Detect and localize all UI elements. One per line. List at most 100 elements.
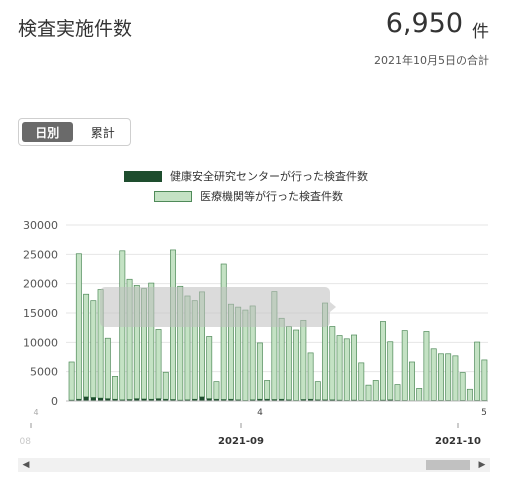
bar-center[interactable] [235, 399, 241, 401]
bar-medical[interactable] [285, 326, 292, 401]
bar-center[interactable] [279, 399, 285, 401]
bar-medical[interactable] [213, 381, 220, 400]
bar-medical[interactable] [401, 330, 408, 401]
bar-medical[interactable] [126, 278, 133, 400]
bar-center[interactable] [112, 399, 118, 401]
bar-medical[interactable] [133, 285, 140, 400]
bar-center[interactable] [221, 399, 227, 401]
bar-medical[interactable] [300, 319, 307, 400]
bar-medical[interactable] [459, 372, 466, 401]
bar-medical[interactable] [90, 300, 97, 398]
bar-center[interactable] [105, 398, 111, 401]
total-unit: 件 [472, 22, 489, 42]
bar-medical[interactable] [423, 331, 430, 402]
bar-medical[interactable] [97, 289, 104, 399]
scroll-right-icon[interactable]: ▶ [478, 460, 486, 470]
bar-center[interactable] [228, 399, 234, 401]
bar-center[interactable] [199, 396, 205, 401]
tab-cumulative[interactable]: 累計 [90, 125, 115, 140]
bar-center[interactable] [155, 398, 162, 401]
bar-center[interactable] [141, 398, 147, 401]
chart-scrollbar[interactable]: ◀ ▶ [18, 458, 490, 472]
bar-center[interactable] [271, 399, 277, 401]
bar-medical[interactable] [104, 337, 111, 400]
y-tick-label: 10000 [23, 336, 58, 349]
scroll-thumb[interactable] [426, 460, 470, 470]
bar-medical[interactable] [220, 263, 227, 400]
bar-medical[interactable] [387, 341, 394, 401]
x-tick-top-label: 4 [257, 408, 263, 418]
bar-medical[interactable] [474, 341, 481, 401]
bar-center[interactable] [192, 399, 198, 401]
bar-medical[interactable] [336, 335, 343, 401]
bar-center[interactable] [134, 398, 140, 401]
bar-medical[interactable] [264, 380, 271, 400]
scroll-left-icon[interactable]: ◀ [22, 460, 30, 470]
bar-center[interactable] [184, 399, 191, 401]
x-axis: 4 4 5 08 2021-09 2021-10 [20, 400, 488, 447]
y-tick-label: 15000 [23, 307, 58, 320]
bar-center[interactable] [90, 397, 96, 401]
bar-medical[interactable] [358, 362, 365, 401]
bar-medical[interactable] [481, 359, 488, 401]
bar-medical[interactable] [68, 361, 75, 401]
bar-medical[interactable] [314, 381, 321, 401]
bar-medical[interactable] [416, 388, 423, 402]
bar-center[interactable] [387, 399, 393, 401]
bar-medical[interactable] [351, 334, 357, 401]
bar-center[interactable] [307, 399, 314, 401]
chart-legend: 健康安全研究センターが行った検査件数 医療機関等が行った検査件数 [124, 166, 368, 206]
bar-center[interactable] [119, 399, 125, 401]
bar-center[interactable] [76, 399, 82, 401]
bar-medical[interactable] [206, 336, 213, 400]
bar-medical[interactable] [452, 355, 459, 402]
bar-center[interactable] [264, 399, 270, 401]
bar-center[interactable] [300, 399, 306, 401]
tab-daily[interactable]: 日別 [22, 122, 73, 142]
legend-item-center[interactable]: 健康安全研究センターが行った検査件数 [124, 166, 368, 186]
bar-medical[interactable] [394, 384, 401, 401]
bar-medical[interactable] [162, 371, 169, 400]
total-count: 6,950 [385, 8, 463, 39]
y-axis: 0 5000 10000 15000 20000 25000 30000 [23, 219, 58, 408]
bar-medical[interactable] [466, 388, 473, 402]
y-tick-label: 0 [51, 395, 58, 408]
bar-center[interactable] [206, 398, 212, 401]
bar-center[interactable] [83, 396, 89, 401]
bar-center[interactable] [250, 399, 256, 401]
test-count-chart: 0 5000 10000 15000 20000 25000 30000 4 4 5 08 2021… [20, 219, 488, 447]
bar-medical[interactable] [329, 326, 336, 401]
bar-center[interactable] [97, 398, 104, 401]
bar-medical[interactable] [437, 353, 444, 401]
bar-center[interactable] [257, 399, 263, 401]
bar-medical[interactable] [112, 376, 119, 400]
bar-center[interactable] [213, 399, 220, 401]
bar-center[interactable] [163, 399, 169, 401]
bar-medical[interactable] [256, 342, 263, 400]
bar-medical[interactable] [445, 353, 452, 401]
bar-medical[interactable] [148, 282, 155, 400]
bar-center[interactable] [329, 399, 335, 401]
bar-center[interactable] [322, 399, 328, 401]
bar-center[interactable] [315, 399, 321, 401]
bar-medical[interactable] [307, 352, 314, 400]
legend-swatch-medical [154, 190, 192, 202]
bar-medical[interactable] [83, 293, 90, 398]
bar-medical[interactable] [278, 317, 285, 400]
bar-medical[interactable] [155, 329, 162, 400]
legend-item-medical[interactable]: 医療機関等が行った検査件数 [154, 186, 368, 206]
bar-medical[interactable] [365, 384, 372, 401]
bar-center[interactable] [170, 399, 176, 401]
bar-center[interactable] [148, 399, 154, 401]
bar-medical[interactable] [343, 338, 350, 401]
bar-center[interactable] [286, 399, 292, 401]
bar-medical[interactable] [409, 361, 415, 402]
bar-medical[interactable] [293, 329, 300, 401]
x-tick-bottom-label: 2021-10 [435, 436, 481, 447]
bar-center[interactable] [126, 399, 133, 401]
y-tick-label: 30000 [23, 219, 58, 232]
bar-medical[interactable] [430, 348, 437, 401]
bar-medical[interactable] [380, 321, 386, 401]
bar-medical[interactable] [372, 380, 379, 401]
bar-medical[interactable] [75, 253, 82, 400]
